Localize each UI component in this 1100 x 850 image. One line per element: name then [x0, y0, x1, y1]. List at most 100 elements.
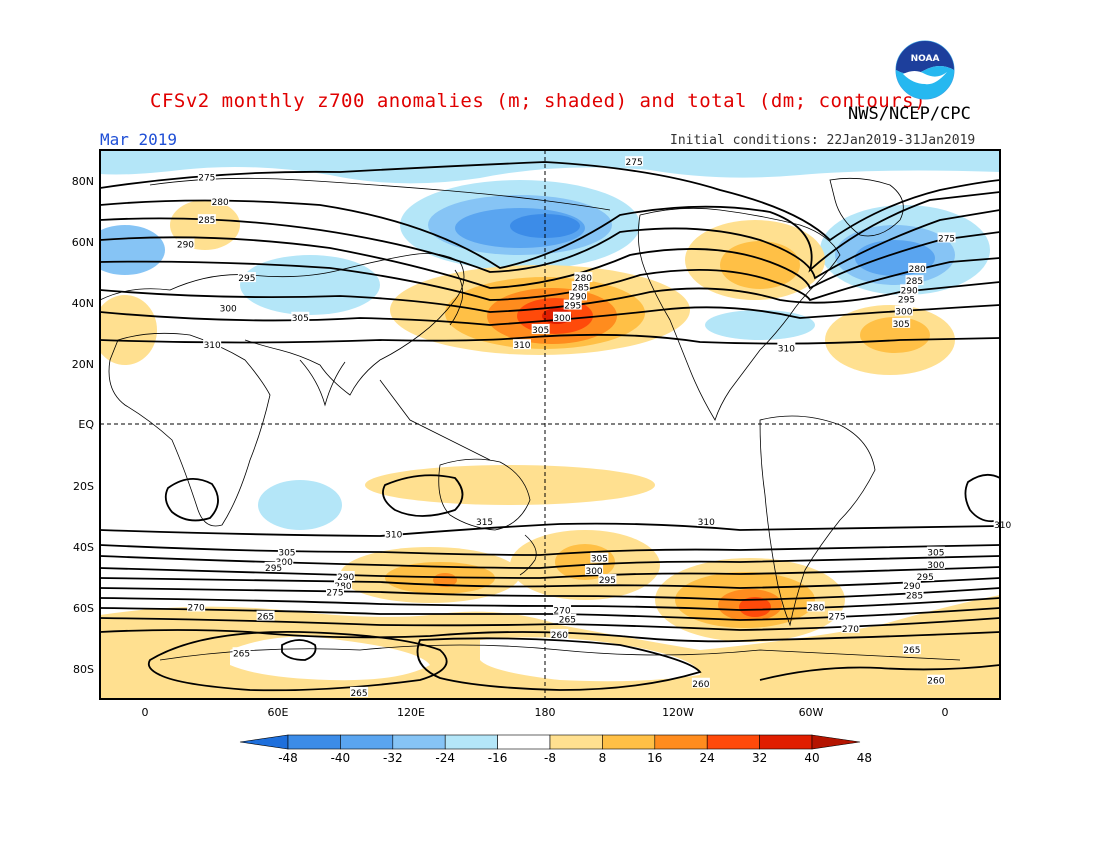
contour-label-bg	[905, 589, 924, 600]
contour-label-bg	[264, 561, 283, 572]
contour-label-bg	[334, 580, 353, 591]
contour-label-bg	[277, 546, 296, 557]
coast-india	[299, 359, 346, 407]
contour-label: 275	[326, 588, 343, 598]
anomaly-negative-north-pacific-core3	[510, 214, 580, 238]
initial-conditions: Initial conditions: 22Jan2019-31Jan2019	[670, 133, 976, 148]
contour-label: 305	[591, 555, 608, 565]
contour-260-antarctic-r	[759, 664, 1000, 681]
contour-label: 290	[901, 286, 918, 296]
coast-north-america	[637, 207, 841, 421]
contour-label: 265	[350, 689, 367, 699]
colorbar-tick-label: -40	[331, 751, 351, 765]
svg-text:NOAA: NOAA	[911, 54, 940, 64]
contour-label: 280	[909, 265, 926, 275]
contour-285	[100, 209, 1000, 280]
coast-australia	[438, 458, 531, 531]
lat-label: 80S	[73, 663, 94, 676]
contour-label: 265	[257, 613, 274, 623]
anomaly-positive-atlantic-16	[860, 317, 930, 353]
lon-label: 0	[142, 706, 149, 719]
contour-label: 275	[828, 613, 845, 623]
colorbar-tick-label: -48	[278, 751, 298, 765]
noaa-logo: NOAA	[895, 40, 955, 100]
contour-label-bg	[916, 571, 935, 581]
contour-label-bg	[558, 613, 577, 624]
lat-label: 40N	[72, 297, 94, 310]
contour-label: 310	[204, 341, 221, 351]
contour-label: 295	[898, 295, 915, 305]
contour-label: 275	[626, 158, 643, 168]
colorbar-tick-label: -24	[435, 751, 455, 765]
contour-label: 310	[513, 341, 530, 351]
contour-label: 280	[575, 274, 592, 284]
coast-greenland	[829, 177, 904, 237]
colorbar-tick-label: 16	[647, 751, 662, 765]
contour-label: 270	[188, 604, 205, 614]
contour-label-bg	[590, 552, 609, 563]
colorbar-swatch	[444, 734, 498, 750]
contour-label: 295	[917, 573, 934, 583]
contour-label: 270	[842, 625, 859, 635]
longitude-axis: 0 60E 120E 180 120W 60W 0	[142, 706, 949, 719]
map-area: 2752752802852902953003053102802852902953…	[99, 149, 1012, 700]
contour-label-bg	[585, 564, 604, 575]
contour-label-bg	[902, 580, 921, 591]
contour-label: 305	[893, 320, 910, 330]
contour-label-bg	[275, 555, 294, 566]
lon-label: 60W	[799, 706, 824, 719]
contour-label-bg	[777, 342, 796, 353]
contour-label-bg	[336, 571, 355, 581]
contour-label-bg	[550, 628, 569, 639]
contour-label: 280	[212, 198, 229, 208]
contour-270-s	[100, 617, 1000, 631]
contour-label: 270	[553, 607, 570, 617]
contour-closed-africa	[164, 478, 219, 522]
contour-label: 265	[233, 649, 250, 659]
lon-label: 120E	[397, 706, 425, 719]
contour-label-bg	[553, 311, 572, 322]
contour-label: 260	[927, 677, 944, 687]
contour-label-bg	[203, 339, 222, 350]
contour-label-bg	[571, 281, 590, 292]
lat-label: 40S	[73, 541, 94, 554]
colorbar-swatch	[287, 734, 341, 750]
contour-295-s	[100, 566, 1000, 579]
lat-label: 60S	[73, 602, 94, 615]
contour-label: 315	[476, 518, 493, 528]
anomaly-positive-north-america-16	[720, 241, 800, 289]
contour-label-bg	[176, 238, 195, 249]
colorbar-tick-label: -8	[544, 751, 556, 765]
anomaly-white-antarctic-2	[480, 637, 700, 682]
contour-label-bg	[232, 647, 251, 658]
contour-label-bg	[291, 311, 310, 322]
colorbar-swatch	[654, 734, 708, 750]
contour-labels: 2752752802852902953003053102802852902953…	[176, 156, 1012, 699]
contour-label-bg	[828, 610, 847, 621]
contour-label-bg	[569, 290, 588, 301]
contour-label-bg	[531, 323, 550, 334]
contour-label: 300	[276, 558, 293, 568]
contour-label-bg	[475, 516, 494, 527]
contour-285-s	[100, 587, 1000, 601]
contour-label: 290	[903, 582, 920, 592]
contour-label-bg	[697, 516, 716, 527]
contour-label-bg	[900, 284, 919, 295]
colorbar-swatch	[497, 734, 551, 750]
contour-label: 265	[559, 616, 576, 626]
colorbar-swatch	[549, 734, 603, 750]
anomaly-negative-north-atlantic	[705, 310, 815, 340]
coast-japan	[449, 269, 464, 326]
contour-315-closed	[382, 474, 464, 517]
contour-265-s	[100, 629, 1000, 643]
contour-label: 300	[553, 314, 570, 324]
contour-label: 265	[903, 646, 920, 656]
lat-label: 60N	[72, 236, 94, 249]
contour-label: 305	[532, 326, 549, 336]
contour-label-bg	[563, 299, 582, 310]
contour-label-bg	[219, 302, 238, 313]
contour-label: 305	[927, 549, 944, 559]
contour-label-bg	[187, 601, 206, 612]
contour-label: 290	[177, 241, 194, 251]
